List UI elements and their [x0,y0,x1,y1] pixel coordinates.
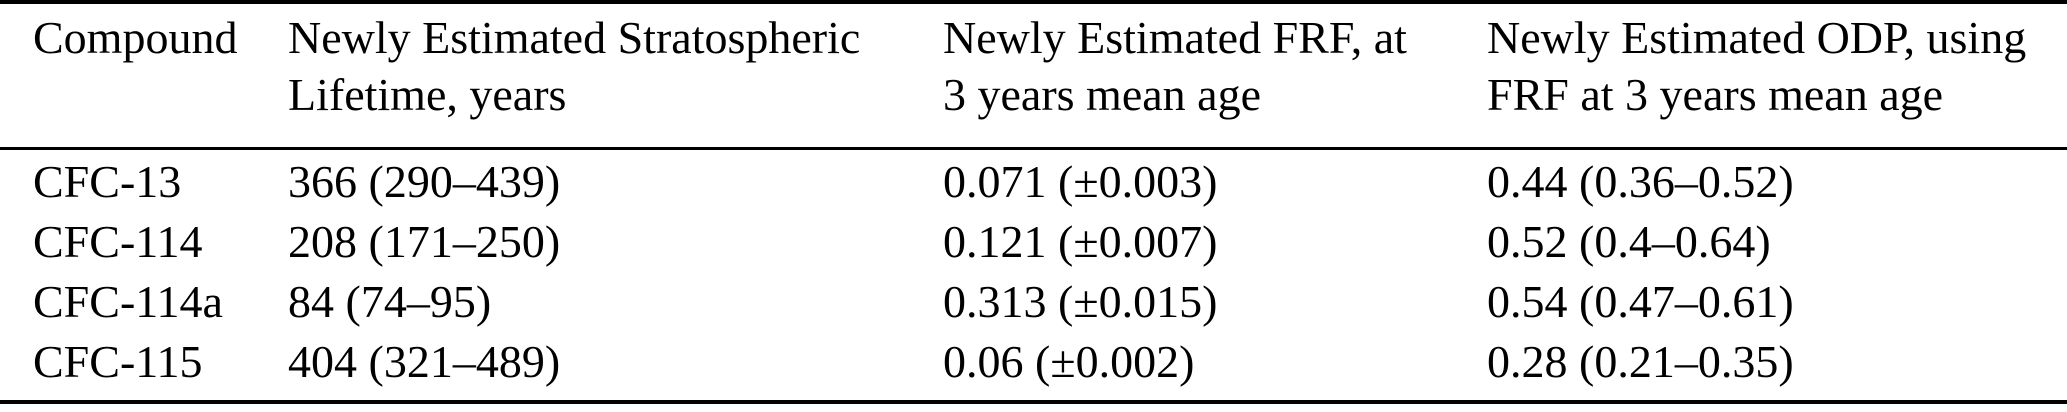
cell-odp: 0.28 (0.21–0.35) [1487,336,1794,387]
cell-compound: CFC-114 [33,216,203,267]
cell-odp: 0.52 (0.4–0.64) [1487,216,1771,267]
header-lifetime: Newly Estimated Stratospheric Lifetime, … [288,9,943,123]
cell-frf: 0.121 (±0.007) [943,216,1218,267]
table-bottom-rule [0,400,2067,404]
header-odp-line2: FRF at 3 years mean age [1487,69,1944,120]
cell-odp: 0.54 (0.47–0.61) [1487,276,1794,327]
cell-frf: 0.071 (±0.003) [943,156,1218,207]
header-lifetime-line2: Lifetime, years [288,69,567,120]
header-frf-line1: Newly Estimated FRF, at [943,12,1407,63]
cell-lifetime: 84 (74–95) [288,276,492,327]
cell-lifetime: 366 (290–439) [288,156,561,207]
header-compound-line1: Compound [33,12,238,63]
cell-frf: 0.06 (±0.002) [943,336,1195,387]
cell-lifetime: 404 (321–489) [288,336,561,387]
cell-compound: CFC-114a [33,276,223,327]
header-compound: Compound [33,9,288,123]
header-frf-line2: 3 years mean age [943,69,1262,120]
table-body: CFC-13 366 (290–439) 0.071 (±0.003) 0.44… [33,152,2067,392]
table-header-rule [0,147,2067,150]
table-header-row: Compound Newly Estimated Stratospheric L… [33,9,2067,123]
cell-compound: CFC-13 [33,156,182,207]
header-odp: Newly Estimated ODP, using FRF at 3 year… [1487,9,2067,123]
table-top-rule [0,0,2067,4]
cell-frf: 0.313 (±0.015) [943,276,1218,327]
cell-compound: CFC-115 [33,336,203,387]
header-lifetime-line1: Newly Estimated Stratospheric [288,12,861,63]
header-odp-line1: Newly Estimated ODP, using [1487,12,2027,63]
header-frf: Newly Estimated FRF, at 3 years mean age [943,9,1487,123]
cell-odp: 0.44 (0.36–0.52) [1487,156,1794,207]
cell-lifetime: 208 (171–250) [288,216,561,267]
